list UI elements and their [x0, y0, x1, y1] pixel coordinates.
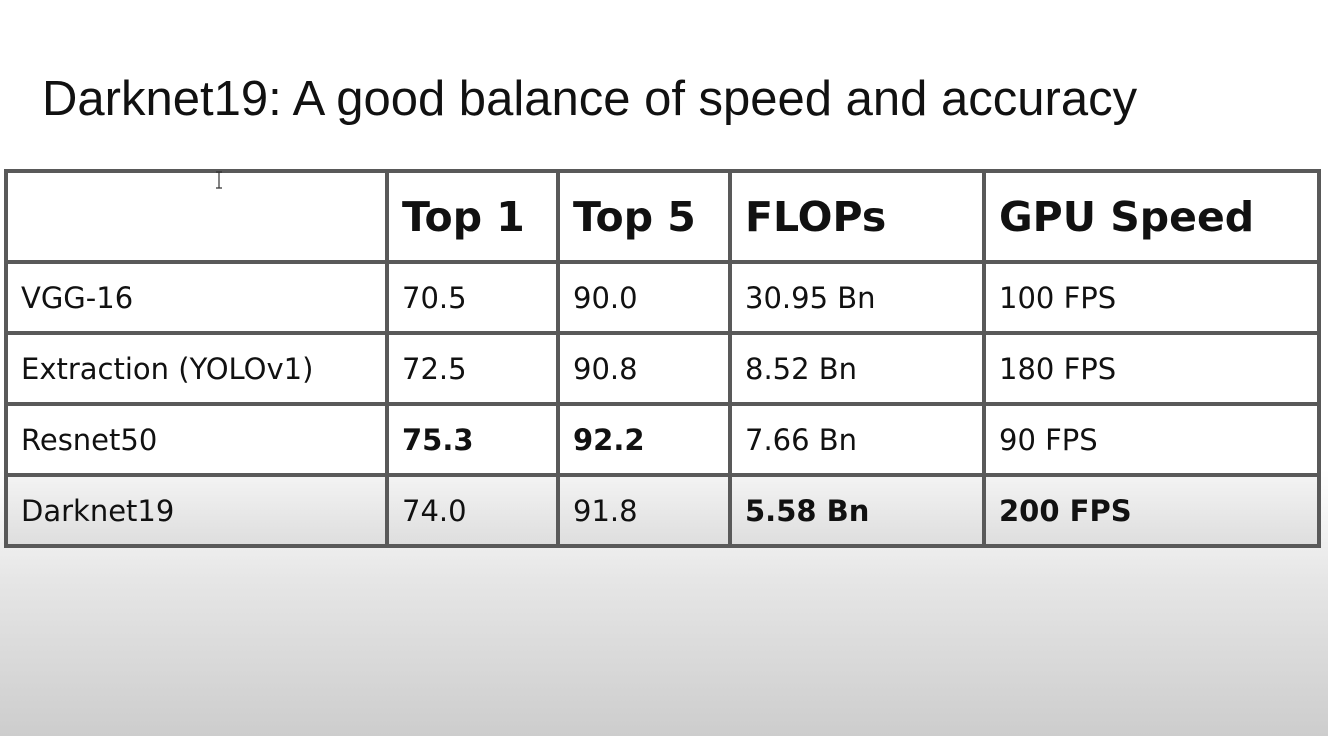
table-row: Extraction (YOLOv1) 72.5 90.8 8.52 Bn 18…: [4, 331, 1321, 406]
top5-cell: 90.0: [556, 260, 732, 335]
top5-cell: 92.2: [556, 402, 732, 477]
slide-title: Darknet19: A good balance of speed and a…: [42, 72, 1138, 126]
model-name-cell: Darknet19: [4, 473, 389, 548]
flops-cell: 5.58 Bn: [728, 473, 986, 548]
header-top5: Top 5: [556, 169, 732, 264]
header-gpu-speed: GPU Speed: [982, 169, 1321, 264]
header-top1: Top 1: [385, 169, 560, 264]
model-name-cell: Resnet50: [4, 402, 389, 477]
table-row: Resnet50 75.3 92.2 7.66 Bn 90 FPS: [4, 402, 1321, 477]
table-row: VGG-16 70.5 90.0 30.95 Bn 100 FPS: [4, 260, 1321, 335]
flops-cell: 7.66 Bn: [728, 402, 986, 477]
top5-cell: 91.8: [556, 473, 732, 548]
table-row: Darknet19 74.0 91.8 5.58 Bn 200 FPS: [4, 473, 1321, 548]
top1-cell: 70.5: [385, 260, 560, 335]
top1-cell: 75.3: [385, 402, 560, 477]
top1-cell: 72.5: [385, 331, 560, 406]
model-name-cell: Extraction (YOLOv1): [4, 331, 389, 406]
gpu-speed-cell: 180 FPS: [982, 331, 1321, 406]
gpu-speed-cell: 200 FPS: [982, 473, 1321, 548]
top5-cell: 90.8: [556, 331, 732, 406]
flops-cell: 30.95 Bn: [728, 260, 986, 335]
gpu-speed-cell: 100 FPS: [982, 260, 1321, 335]
gpu-speed-cell: 90 FPS: [982, 402, 1321, 477]
comparison-table: Top 1 Top 5 FLOPs GPU Speed VGG-16 70.5 …: [4, 169, 1321, 548]
header-flops: FLOPs: [728, 169, 986, 264]
flops-cell: 8.52 Bn: [728, 331, 986, 406]
model-name-cell: VGG-16: [4, 260, 389, 335]
header-model-cell: [4, 169, 389, 264]
table-header-row: Top 1 Top 5 FLOPs GPU Speed: [4, 169, 1321, 264]
top1-cell: 74.0: [385, 473, 560, 548]
text-cursor-icon: [216, 171, 222, 189]
